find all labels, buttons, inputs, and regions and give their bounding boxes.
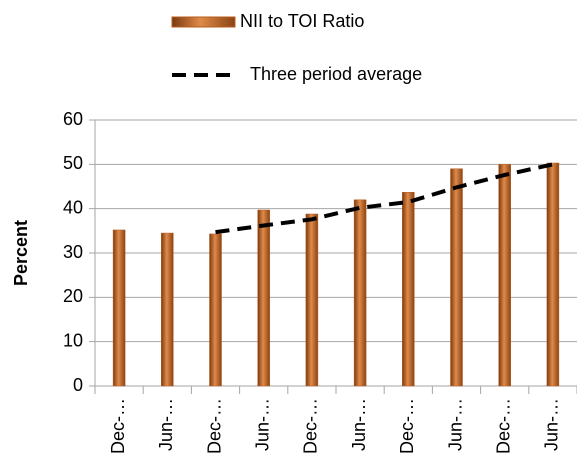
y-tick-label: 30: [63, 242, 83, 262]
x-tick-label: Dec-…: [397, 398, 417, 454]
y-tick-label: 20: [63, 286, 83, 306]
bar: [402, 192, 415, 387]
legend-label: Three period average: [250, 64, 422, 84]
bar: [305, 213, 319, 387]
x-tick-label: Dec-…: [108, 398, 128, 454]
y-tick-label: 60: [63, 109, 83, 129]
y-axis-title: Percent: [11, 220, 31, 286]
x-tick-label: Dec-…: [301, 398, 321, 454]
bar: [257, 209, 270, 387]
bar: [209, 233, 222, 387]
bar: [498, 164, 511, 387]
bar: [112, 229, 126, 387]
x-tick-label: Jun-…: [542, 398, 562, 451]
x-tick-label: Jun-…: [156, 398, 176, 451]
y-tick-label: 50: [63, 153, 83, 173]
bar: [546, 162, 560, 387]
legend-swatch: [171, 16, 236, 28]
bar: [161, 232, 174, 387]
x-tick-label: Dec-…: [493, 398, 513, 454]
bar: [353, 199, 367, 387]
bar: [450, 168, 463, 387]
x-tick-label: Jun-…: [349, 398, 369, 451]
average-line: [215, 162, 554, 235]
y-tick-label: 10: [63, 330, 83, 350]
x-tick-label: Jun-…: [445, 398, 465, 451]
legend-label: NII to TOI Ratio: [240, 11, 364, 31]
y-tick-label: 40: [63, 197, 83, 217]
x-tick-label: Dec-…: [204, 398, 224, 454]
x-tick-label: Jun-…: [252, 398, 272, 451]
y-tick-label: 0: [73, 375, 83, 395]
